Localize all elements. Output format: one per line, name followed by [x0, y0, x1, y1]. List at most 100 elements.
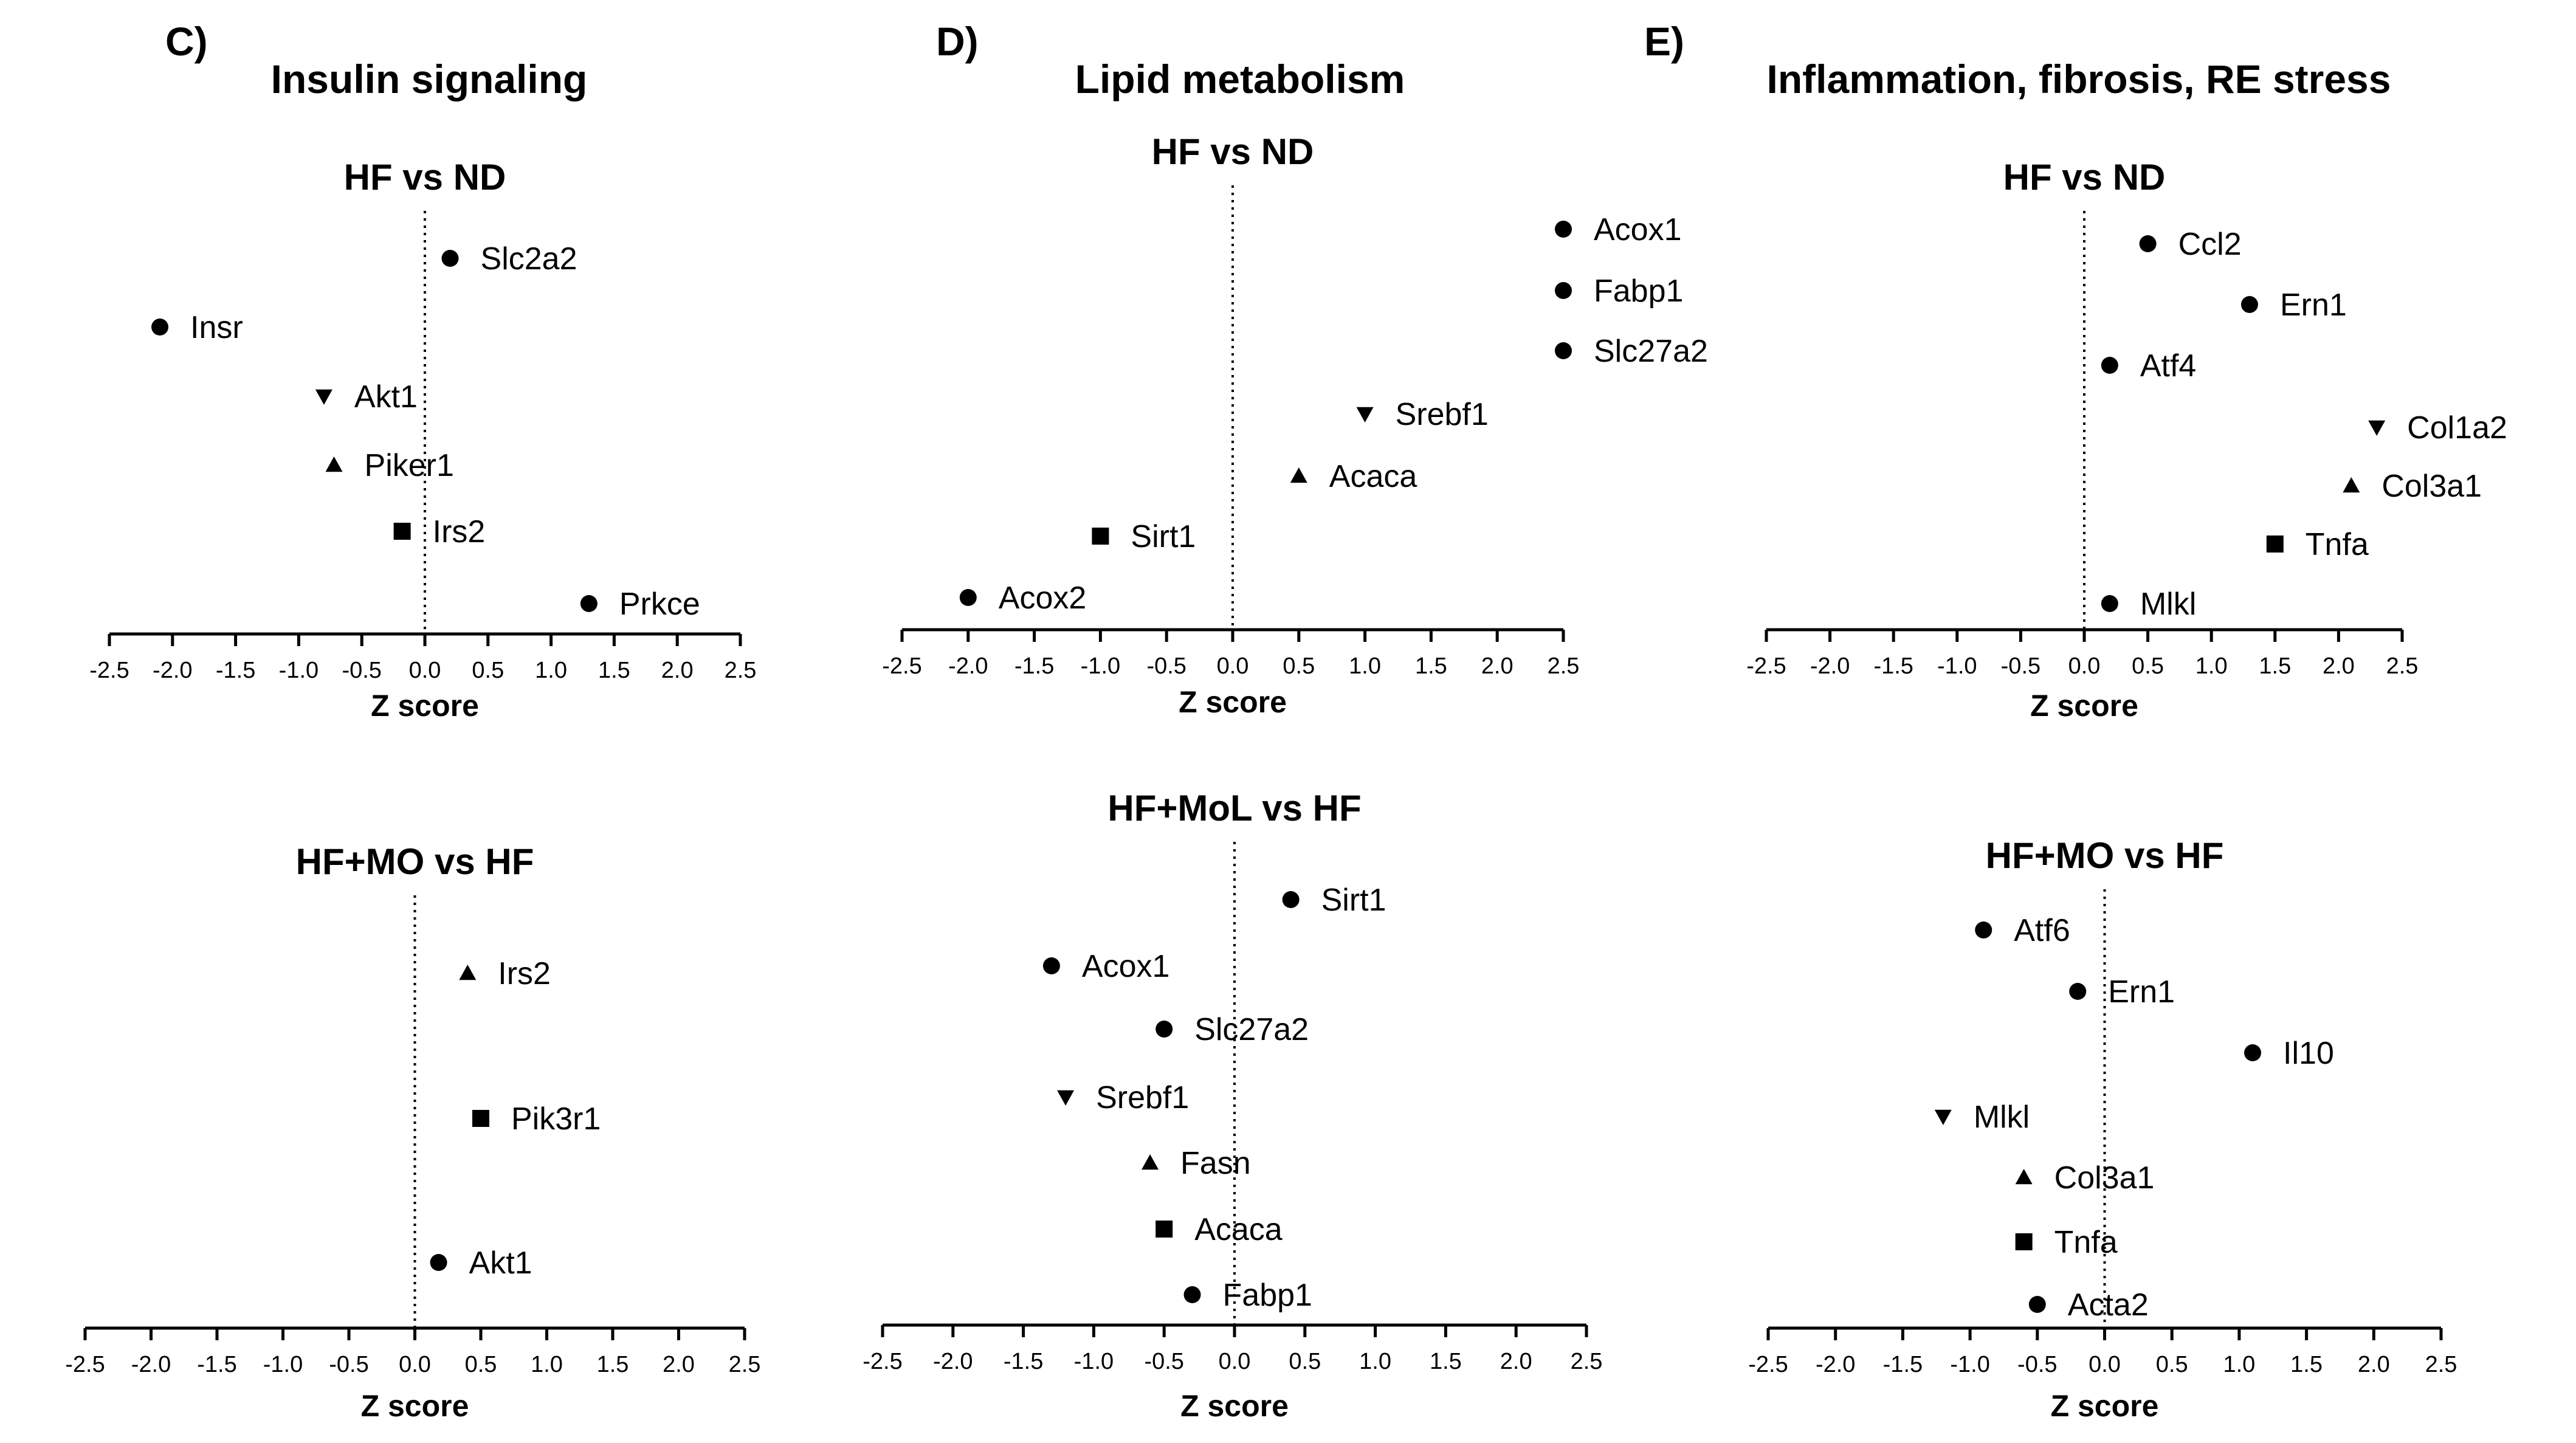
point-label: Irs2: [498, 956, 551, 991]
x-tick-label: 0.0: [409, 658, 441, 683]
point-label: Il10: [2283, 1036, 2334, 1071]
chart-d-top: HF vs ND -2.5 -2.0 -1.5 -1.0 -0.5 0.0 0.5 1.0 1.5…: [882, 131, 1708, 719]
x-axis-label: Z score: [371, 689, 479, 723]
data-point-slc2a2: Slc2a2: [441, 241, 577, 277]
marker-circle: [1555, 221, 1572, 238]
marker-triangle-up: [325, 456, 343, 472]
x-tick-label: -0.5: [2001, 653, 2040, 679]
chart-title: HF vs ND: [1152, 131, 1314, 172]
point-label: Akt1: [469, 1245, 532, 1281]
data-point-fabp1: Fabp1: [1555, 274, 1683, 309]
data-point-sirt1: Sirt1: [1092, 519, 1196, 554]
marker-circle: [1282, 891, 1300, 908]
point-label: Atf4: [2140, 348, 2197, 384]
x-tick-label: -2.5: [1746, 653, 1786, 679]
chart-title: HF+MO vs HF: [296, 841, 534, 882]
x-tick-label: 1.5: [1430, 1349, 1462, 1374]
point-label: Fabp1: [1223, 1278, 1312, 1313]
marker-circle: [2028, 1296, 2046, 1313]
marker-circle: [441, 250, 459, 267]
point-label: Atf6: [2014, 913, 2070, 948]
panel-e-title: Inflammation, fibrosis, RE stress: [1766, 57, 2391, 102]
marker-square: [1155, 1221, 1173, 1238]
marker-triangle-down: [1057, 1090, 1075, 1106]
data-point-irs2: Irs2: [393, 514, 486, 549]
x-tick-label: -1.5: [1883, 1352, 1923, 1377]
x-tick-label: 1.5: [1415, 653, 1447, 679]
point-label: Irs2: [433, 514, 486, 549]
point-label: Acox2: [999, 580, 1087, 616]
chart-e-bottom: HF+MO vs HF -2.5 -2.0 -1.5 -1.0 -0.5 0.0 0.5 1.0…: [1748, 835, 2457, 1423]
x-tick-label: -0.5: [1144, 1349, 1183, 1374]
point-label: Slc27a2: [1194, 1012, 1309, 1047]
data-point-acox1: Acox1: [1555, 212, 1682, 247]
x-tick-label: 2.0: [663, 1352, 695, 1377]
data-point-irs2: Irs2: [459, 956, 551, 991]
point-label: Ccl2: [2178, 227, 2242, 262]
marker-circle: [430, 1254, 447, 1271]
marker-circle: [2139, 235, 2157, 252]
point-label: Insr: [190, 310, 243, 345]
x-tick-label: 1.5: [598, 658, 630, 683]
marker-square: [393, 523, 411, 540]
data-point-srebf1: Srebf1: [1057, 1080, 1189, 1115]
data-point-acox1: Acox1: [1042, 949, 1169, 984]
marker-triangle-down: [1356, 407, 1374, 422]
point-label: Col1a2: [2407, 410, 2507, 446]
data-point-akt1: Akt1: [315, 379, 418, 415]
data-point-ern1: Ern1: [2240, 288, 2347, 323]
x-tick-label: 0.5: [1283, 653, 1315, 679]
x-tick-label: 1.0: [1349, 653, 1381, 679]
data-point-piker1: Piker1: [325, 448, 454, 483]
data-point-acta2: Acta2: [2028, 1287, 2149, 1323]
x-tick-label: 1.5: [2290, 1352, 2323, 1377]
x-tick-label: -1.0: [279, 658, 319, 683]
point-label: Slc27a2: [1594, 334, 1708, 369]
x-tick-label: 1.0: [1359, 1349, 1391, 1374]
point-label: Pik3r1: [511, 1101, 601, 1137]
chart-title: HF+MoL vs HF: [1107, 788, 1361, 828]
x-axis-label: Z score: [2030, 689, 2138, 723]
x-tick-label: 1.5: [2259, 653, 2291, 679]
panel-c-title: Insulin signaling: [270, 57, 588, 102]
marker-square: [472, 1110, 489, 1127]
point-label: Acox1: [1594, 212, 1682, 247]
x-tick-label: -1.0: [1081, 653, 1120, 679]
data-point-acox2: Acox2: [959, 580, 1087, 616]
marker-triangle-up: [459, 965, 477, 980]
x-tick-label: 2.5: [2386, 653, 2419, 679]
x-tick-label: -2.0: [153, 658, 192, 683]
point-label: Sirt1: [1131, 519, 1196, 554]
point-label: Prkce: [619, 587, 700, 622]
x-axis-label: Z score: [361, 1389, 469, 1423]
x-tick-label: 2.0: [1481, 653, 1514, 679]
panel-e-letter: E): [1644, 19, 1684, 64]
marker-circle: [1042, 957, 1060, 974]
point-label: Mlkl: [2140, 587, 2196, 622]
marker-circle: [1555, 282, 1572, 299]
x-tick-label: -2.0: [933, 1349, 973, 1374]
x-tick-label: 2.0: [661, 658, 694, 683]
x-tick-label: -1.0: [1937, 653, 1977, 679]
data-point-atf4: Atf4: [2101, 348, 2197, 384]
x-tick-label: 0.5: [2156, 1352, 2188, 1377]
data-point-col3a1: Col3a1: [2343, 469, 2482, 504]
marker-circle: [2069, 983, 2087, 1000]
x-axis-label: Z score: [1180, 1389, 1289, 1423]
x-tick-label: -2.0: [131, 1352, 171, 1377]
x-tick-label: -1.5: [216, 658, 255, 683]
x-tick-label: 1.0: [2195, 653, 2228, 679]
x-tick-label: 2.5: [729, 1352, 761, 1377]
x-tick-label: 2.0: [2323, 653, 2355, 679]
x-tick-label: -1.5: [1004, 1349, 1043, 1374]
chart-title: HF+MO vs HF: [1986, 835, 2224, 876]
point-label: Tnfa: [2054, 1225, 2118, 1260]
x-tick-label: 1.0: [535, 658, 567, 683]
x-axis-label: Z score: [1179, 685, 1287, 719]
data-point-col1a2: Col1a2: [2368, 410, 2507, 446]
marker-triangle-up: [1142, 1154, 1159, 1170]
marker-circle: [151, 319, 169, 336]
chart-title: HF vs ND: [2003, 157, 2166, 198]
x-tick-label: -1.0: [1950, 1352, 1989, 1377]
x-tick-label: 0.0: [2068, 653, 2101, 679]
